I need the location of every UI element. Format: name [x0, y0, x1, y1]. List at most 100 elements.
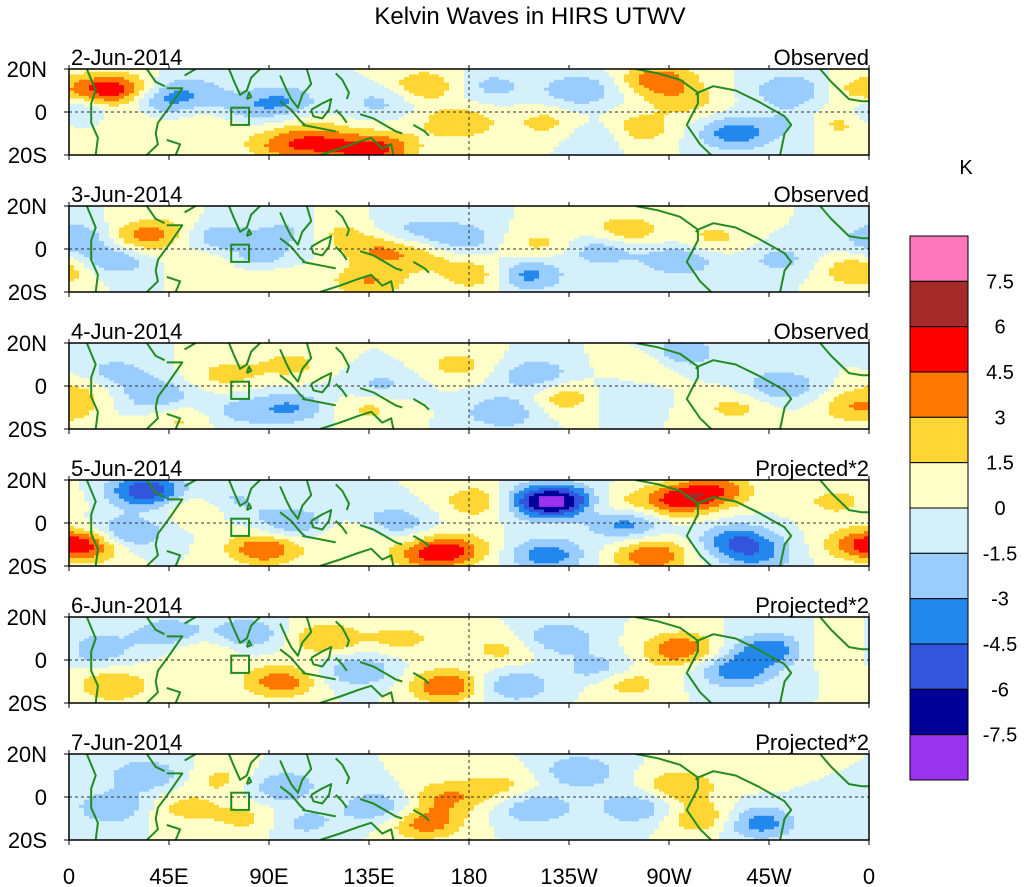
field-cell — [529, 490, 545, 495]
field-cell — [334, 375, 420, 379]
field-cell — [279, 133, 360, 137]
field-cell — [839, 539, 855, 543]
field-cell — [654, 523, 675, 527]
field-cell — [419, 815, 450, 820]
field-cell — [644, 649, 660, 653]
coastline — [302, 534, 336, 544]
field-cell — [159, 657, 325, 661]
field-cell — [394, 240, 420, 245]
field-cell — [114, 402, 135, 406]
field-cell — [624, 120, 665, 124]
field-cell — [639, 541, 675, 546]
field-cell — [89, 410, 120, 414]
field-cell — [384, 665, 410, 669]
field-cell — [69, 85, 75, 89]
field-cell — [364, 101, 385, 105]
field-cell — [219, 633, 275, 637]
field-cell — [714, 525, 765, 529]
field-cell — [559, 423, 600, 427]
field-cell — [599, 560, 615, 564]
coastline — [697, 496, 793, 566]
coastline — [697, 359, 793, 429]
field-cell — [494, 684, 545, 688]
field-cell — [504, 619, 630, 623]
field-cell — [789, 125, 815, 129]
field-cell — [844, 557, 869, 562]
field-cell — [499, 791, 525, 795]
field-cell — [579, 125, 605, 129]
field-cell — [129, 549, 190, 554]
field-cell — [509, 377, 555, 382]
field-cell — [269, 829, 305, 833]
field-cell — [314, 536, 425, 540]
field-cell — [164, 488, 175, 492]
field-cell — [154, 375, 185, 379]
field-cell — [764, 144, 815, 148]
field-cell — [69, 396, 95, 401]
field-cell — [164, 270, 345, 274]
field-cell — [439, 367, 475, 371]
field-cell — [474, 692, 485, 696]
field-cell — [529, 788, 645, 793]
field-cell — [179, 619, 235, 623]
field-cell — [624, 249, 665, 253]
field-cell — [644, 262, 710, 266]
field-cell — [69, 754, 195, 758]
field-cell — [69, 211, 105, 215]
field-cell — [814, 665, 869, 669]
field-cell — [589, 259, 620, 264]
field-cell — [349, 364, 405, 368]
field-cell — [184, 557, 235, 562]
field-cell — [339, 281, 365, 285]
field-cell — [789, 649, 800, 653]
field-cell — [409, 686, 425, 691]
field-cell — [814, 660, 865, 664]
field-cell — [389, 772, 535, 777]
field-cell — [679, 372, 765, 376]
field-cell — [599, 552, 615, 556]
field-cell — [199, 641, 210, 645]
field-cell — [69, 367, 100, 371]
field-cell — [189, 485, 405, 489]
field-cell — [819, 504, 855, 508]
field-cell — [124, 509, 150, 513]
field-cell — [124, 238, 140, 242]
field-cell — [314, 222, 375, 226]
field-cell — [599, 394, 675, 398]
field-cell — [184, 377, 210, 382]
field-cell — [469, 356, 505, 360]
field-cell — [529, 240, 550, 245]
field-cell — [139, 262, 165, 266]
field-cell — [334, 673, 385, 677]
field-cell — [184, 420, 210, 425]
field-cell — [254, 87, 300, 92]
field-cell — [659, 533, 680, 538]
field-cell — [469, 694, 485, 699]
field-cell — [569, 133, 615, 137]
field-cell — [534, 772, 555, 777]
field-cell — [714, 539, 730, 543]
field-cell — [364, 98, 385, 102]
field-cell — [749, 643, 785, 648]
field-cell — [669, 407, 715, 411]
field-cell — [394, 235, 425, 239]
field-cell — [179, 399, 240, 403]
field-cell — [684, 547, 695, 551]
field-cell — [559, 383, 595, 387]
field-cell — [244, 257, 280, 261]
field-cell — [409, 222, 460, 226]
field-cell — [139, 794, 160, 798]
field-cell — [494, 122, 525, 127]
field-cell — [719, 560, 745, 564]
field-cell — [864, 120, 869, 124]
field-cell — [69, 770, 115, 774]
field-cell — [834, 278, 869, 282]
field-cell — [234, 807, 275, 812]
field-cell — [679, 482, 735, 486]
field-cell — [804, 539, 825, 543]
field-cell — [814, 617, 865, 621]
field-cell — [709, 681, 765, 685]
field-cell — [384, 141, 405, 145]
field-cell — [754, 377, 810, 382]
field-cell — [499, 265, 515, 269]
